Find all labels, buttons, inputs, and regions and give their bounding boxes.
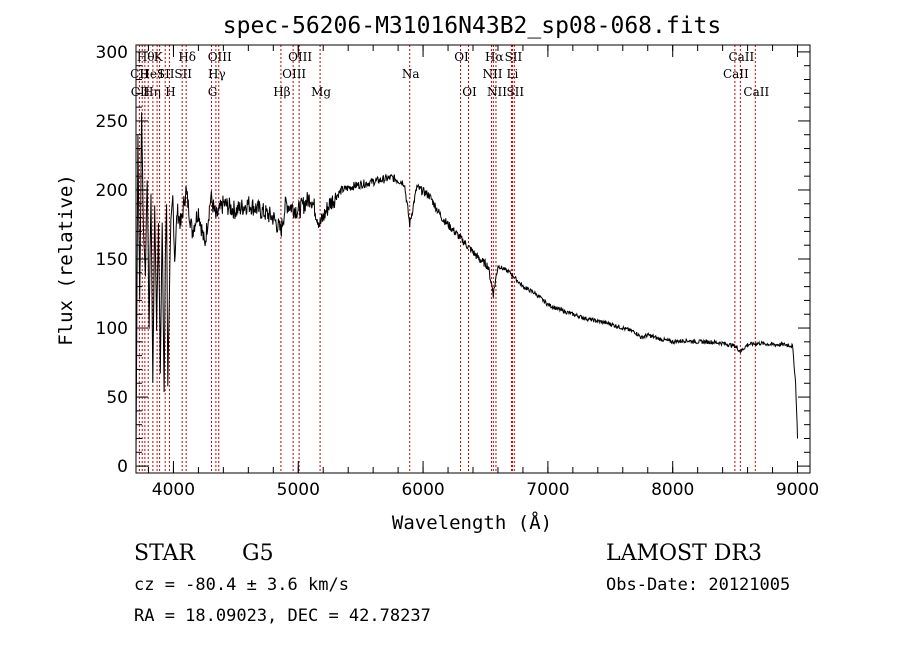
survey-name: LAMOST DR3 xyxy=(606,541,762,566)
y-axis-ticks: 0 50 100 150 200 250 300 xyxy=(96,43,810,477)
y-tick-label: 300 xyxy=(96,43,128,63)
spectral-line-label: CaII xyxy=(723,67,749,81)
spectral-line-label: CaII xyxy=(728,50,754,64)
x-axis-label: Wavelength (Å) xyxy=(392,511,552,534)
x-tick-label: 4000 xyxy=(152,480,195,500)
spectral-line-markers xyxy=(138,45,756,473)
spectral-line-label: CaII xyxy=(743,85,769,99)
x-tick-label: 7000 xyxy=(526,480,569,500)
redshift-cz: cz = -80.4 ± 3.6 km/s xyxy=(134,575,349,595)
object-class: STAR xyxy=(134,541,196,566)
flux-line xyxy=(135,112,798,460)
spectral-line-label: Na xyxy=(402,67,420,81)
spectral-line-label: Hδ xyxy=(178,50,196,64)
spectral-line-label: NII xyxy=(487,85,507,99)
coordinates: RA = 18.09023, DEC = 42.78237 xyxy=(134,606,431,626)
spectral-line-label: Hη xyxy=(143,85,161,99)
spectral-line-label: SII xyxy=(505,50,523,64)
flux-series xyxy=(135,112,798,460)
y-tick-label: 0 xyxy=(117,457,128,477)
x-tick-label: 6000 xyxy=(401,480,444,500)
spectral-line-label: Li xyxy=(507,67,519,81)
y-tick-label: 150 xyxy=(96,250,128,270)
x-axis-ticks: 4000 5000 6000 7000 8000 9000 xyxy=(147,45,819,500)
x-tick-label: 5000 xyxy=(277,480,320,500)
chart-title: spec-56206-M31016N43B2_sp08-068.fits xyxy=(223,13,722,39)
spectral-line-label: Hθ xyxy=(137,50,155,64)
spectral-line-label: He xyxy=(139,67,157,81)
spectral-line-label: K xyxy=(154,50,164,64)
spectral-line-label: G xyxy=(208,85,218,99)
spectral-line-label: Hα xyxy=(485,50,504,64)
spectral-line-label: SII xyxy=(506,85,524,99)
spectral-line-label: OIII xyxy=(288,50,312,64)
plot-frame xyxy=(135,44,811,474)
y-tick-label: 250 xyxy=(96,112,128,132)
x-tick-label: 8000 xyxy=(651,480,694,500)
spectral-line-label: OI xyxy=(454,50,469,64)
spectral-line-label: I xyxy=(159,67,164,81)
spectral-line-label: Hγ xyxy=(208,67,226,81)
spectral-line-label: OIII xyxy=(208,50,232,64)
y-tick-label: 100 xyxy=(96,319,128,339)
x-tick-label: 9000 xyxy=(776,480,819,500)
spectral-line-label: SII xyxy=(174,67,192,81)
spectral-line-label: Hβ xyxy=(273,85,290,99)
object-subclass: G5 xyxy=(242,541,274,566)
spectral-line-label: NII xyxy=(482,67,502,81)
spectral-line-label: Mg xyxy=(311,85,331,99)
spectral-line-labels: CIICIIHθHeHηKISIIHHδSIIOIIIHγGOIIIOIIIHβ… xyxy=(130,50,769,99)
y-axis-label: Flux (relative) xyxy=(55,174,77,346)
spectral-line-label: SII xyxy=(157,67,175,81)
spectral-line-label: H xyxy=(165,85,175,99)
y-tick-label: 200 xyxy=(96,181,128,201)
spectral-line-label: OIII xyxy=(282,67,306,81)
spectral-line-label: OI xyxy=(462,85,477,99)
y-tick-label: 50 xyxy=(106,388,128,408)
observation-date: Obs-Date: 20121005 xyxy=(606,575,790,595)
spectral-line-label: CII xyxy=(130,67,149,81)
